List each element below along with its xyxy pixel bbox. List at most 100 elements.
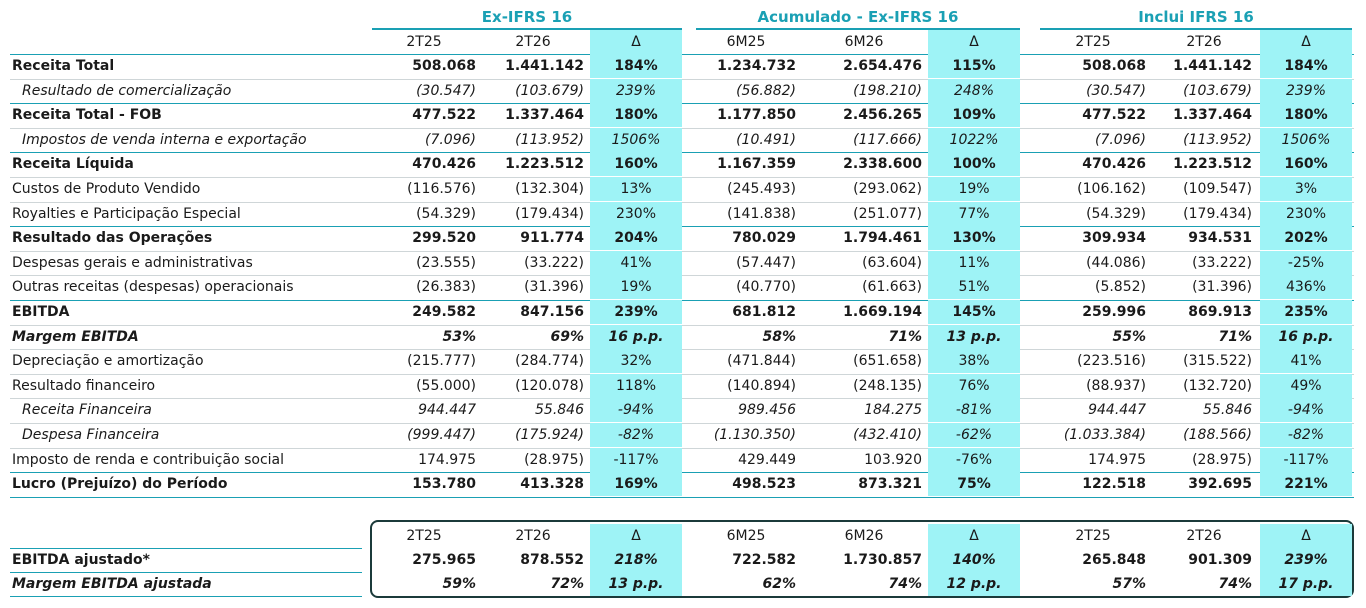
row-divider (10, 572, 362, 573)
row-value: 103.920 (864, 451, 922, 468)
row-divider (10, 548, 362, 549)
header-ex-ifrs16: Ex-IFRS 16 (372, 6, 682, 30)
column-header-row: 2T25 2T26 Δ 6M25 6M26 Δ 2T25 2T26 Δ (0, 30, 1366, 54)
row-divider (10, 152, 1354, 154)
row-value: (215.777) (407, 353, 476, 370)
column-header: 2T25 (406, 528, 442, 544)
table-row: Resultado financeiro (55.000) (120.078) 118… (0, 373, 1366, 398)
row-label: EBITDA ajustado* (12, 552, 150, 568)
row-value: (140.894) (727, 377, 796, 394)
row-label: Lucro (Prejuízo) do Período (12, 476, 228, 493)
row-value: 477.522 (412, 107, 476, 124)
row-value: (132.720) (1183, 377, 1252, 394)
row-value: 878.552 (520, 552, 584, 568)
row-label: Resultado de comercialização (22, 82, 232, 99)
row-value: 1.669.194 (843, 304, 922, 320)
row-value: 1.794.461 (843, 230, 922, 247)
row-value: 55.846 (535, 402, 584, 419)
row-value: (293.062) (853, 181, 922, 197)
row-value: -94% (1260, 398, 1352, 423)
row-value: 38% (928, 349, 1020, 374)
row-value: 41% (1260, 349, 1352, 374)
row-value: 681.812 (732, 304, 796, 320)
row-value: 55% (1112, 328, 1146, 345)
row-value: 180% (1260, 103, 1352, 128)
row-value: 309.934 (1082, 230, 1146, 247)
row-value: (116.576) (407, 181, 476, 197)
row-value: 174.975 (418, 451, 476, 468)
row-value: (1.130.350) (713, 427, 796, 443)
row-label: Custos de Produto Vendido (12, 181, 201, 197)
row-label: Receita Total (12, 58, 115, 74)
row-value: 1022% (928, 127, 1020, 152)
row-divider (10, 78, 1354, 80)
row-value: (179.434) (1183, 205, 1252, 222)
row-value: -117% (1260, 447, 1352, 472)
column-header: 2T26 (1186, 528, 1222, 544)
row-label: Margem EBITDA ajustada (12, 576, 212, 592)
column-header: 6M26 (844, 34, 884, 50)
row-value: 1506% (1260, 127, 1352, 152)
row-value: (5.852) (1094, 279, 1146, 296)
row-divider (10, 127, 1354, 129)
row-label: Despesas gerais e administrativas (12, 254, 253, 271)
row-value: 118% (590, 373, 682, 398)
column-header: 2T26 (515, 528, 551, 544)
row-value: 2.456.265 (843, 107, 922, 124)
row-value: 12 p.p. (928, 572, 1020, 596)
row-value: 100% (928, 152, 1020, 177)
adjusted-box (370, 520, 1354, 598)
table-row: Resultado de comercialização (30.547) (103… (0, 78, 1366, 103)
column-header: 2T25 (1075, 34, 1111, 50)
row-value: 71% (1218, 328, 1252, 345)
row-value: 1.441.142 (505, 58, 584, 74)
table-row: Receita Total 508.068 1.441.142 184% 1.234.7… (0, 54, 1366, 78)
row-value: 77% (928, 201, 1020, 226)
row-value: 169% (590, 472, 682, 497)
table-row: Resultado das Operações 299.520 911.774 204… (0, 226, 1366, 251)
row-divider (10, 324, 1354, 326)
row-value: 248% (928, 78, 1020, 103)
row-value: 1.223.512 (1173, 156, 1252, 173)
row-value: 413.328 (520, 476, 584, 493)
row-value: 74% (1218, 576, 1252, 592)
row-value: 911.774 (520, 230, 584, 247)
row-value: (141.838) (727, 205, 796, 222)
row-value: 184% (1260, 54, 1352, 78)
row-value: 19% (590, 275, 682, 300)
row-value: 477.522 (1082, 107, 1146, 124)
column-header: 6M25 (726, 528, 766, 544)
table-row: Receita Financeira 944.447 55.846 -94% 989.4… (0, 398, 1366, 423)
row-value: 944.447 (418, 402, 476, 419)
row-value: 275.965 (412, 552, 476, 568)
table-bottom-rule (10, 496, 1354, 498)
column-header: Δ (590, 30, 682, 54)
row-value: 239% (590, 300, 682, 324)
row-value: -25% (1260, 250, 1352, 275)
row-value: (117.666) (853, 131, 922, 148)
row-value: 239% (590, 78, 682, 103)
row-value: 249.582 (412, 304, 476, 320)
row-value: 235% (1260, 300, 1352, 324)
table-row: Lucro (Prejuízo) do Período 153.780 413.32… (0, 472, 1366, 497)
row-value: 49% (1260, 373, 1352, 398)
row-value: 59% (442, 576, 476, 592)
row-value: 1506% (590, 127, 682, 152)
row-value: (1.033.384) (1063, 427, 1146, 443)
row-value: 508.068 (412, 58, 476, 74)
row-value: 1.234.732 (717, 58, 796, 74)
row-value: 1.337.464 (505, 107, 584, 124)
row-value: -82% (590, 423, 682, 447)
table-row: Despesas gerais e administrativas (23.555… (0, 250, 1366, 275)
row-value: 1.223.512 (505, 156, 584, 173)
row-value: (23.555) (416, 254, 476, 271)
row-value: 160% (590, 152, 682, 177)
column-header: Δ (1260, 30, 1352, 54)
row-value: (33.222) (524, 254, 584, 271)
row-divider (10, 349, 1354, 351)
row-value: (113.952) (515, 131, 584, 148)
row-value: 218% (590, 548, 682, 572)
row-value: 470.426 (412, 156, 476, 173)
row-value: (315.522) (1183, 353, 1252, 370)
row-value: 13 p.p. (928, 324, 1020, 349)
